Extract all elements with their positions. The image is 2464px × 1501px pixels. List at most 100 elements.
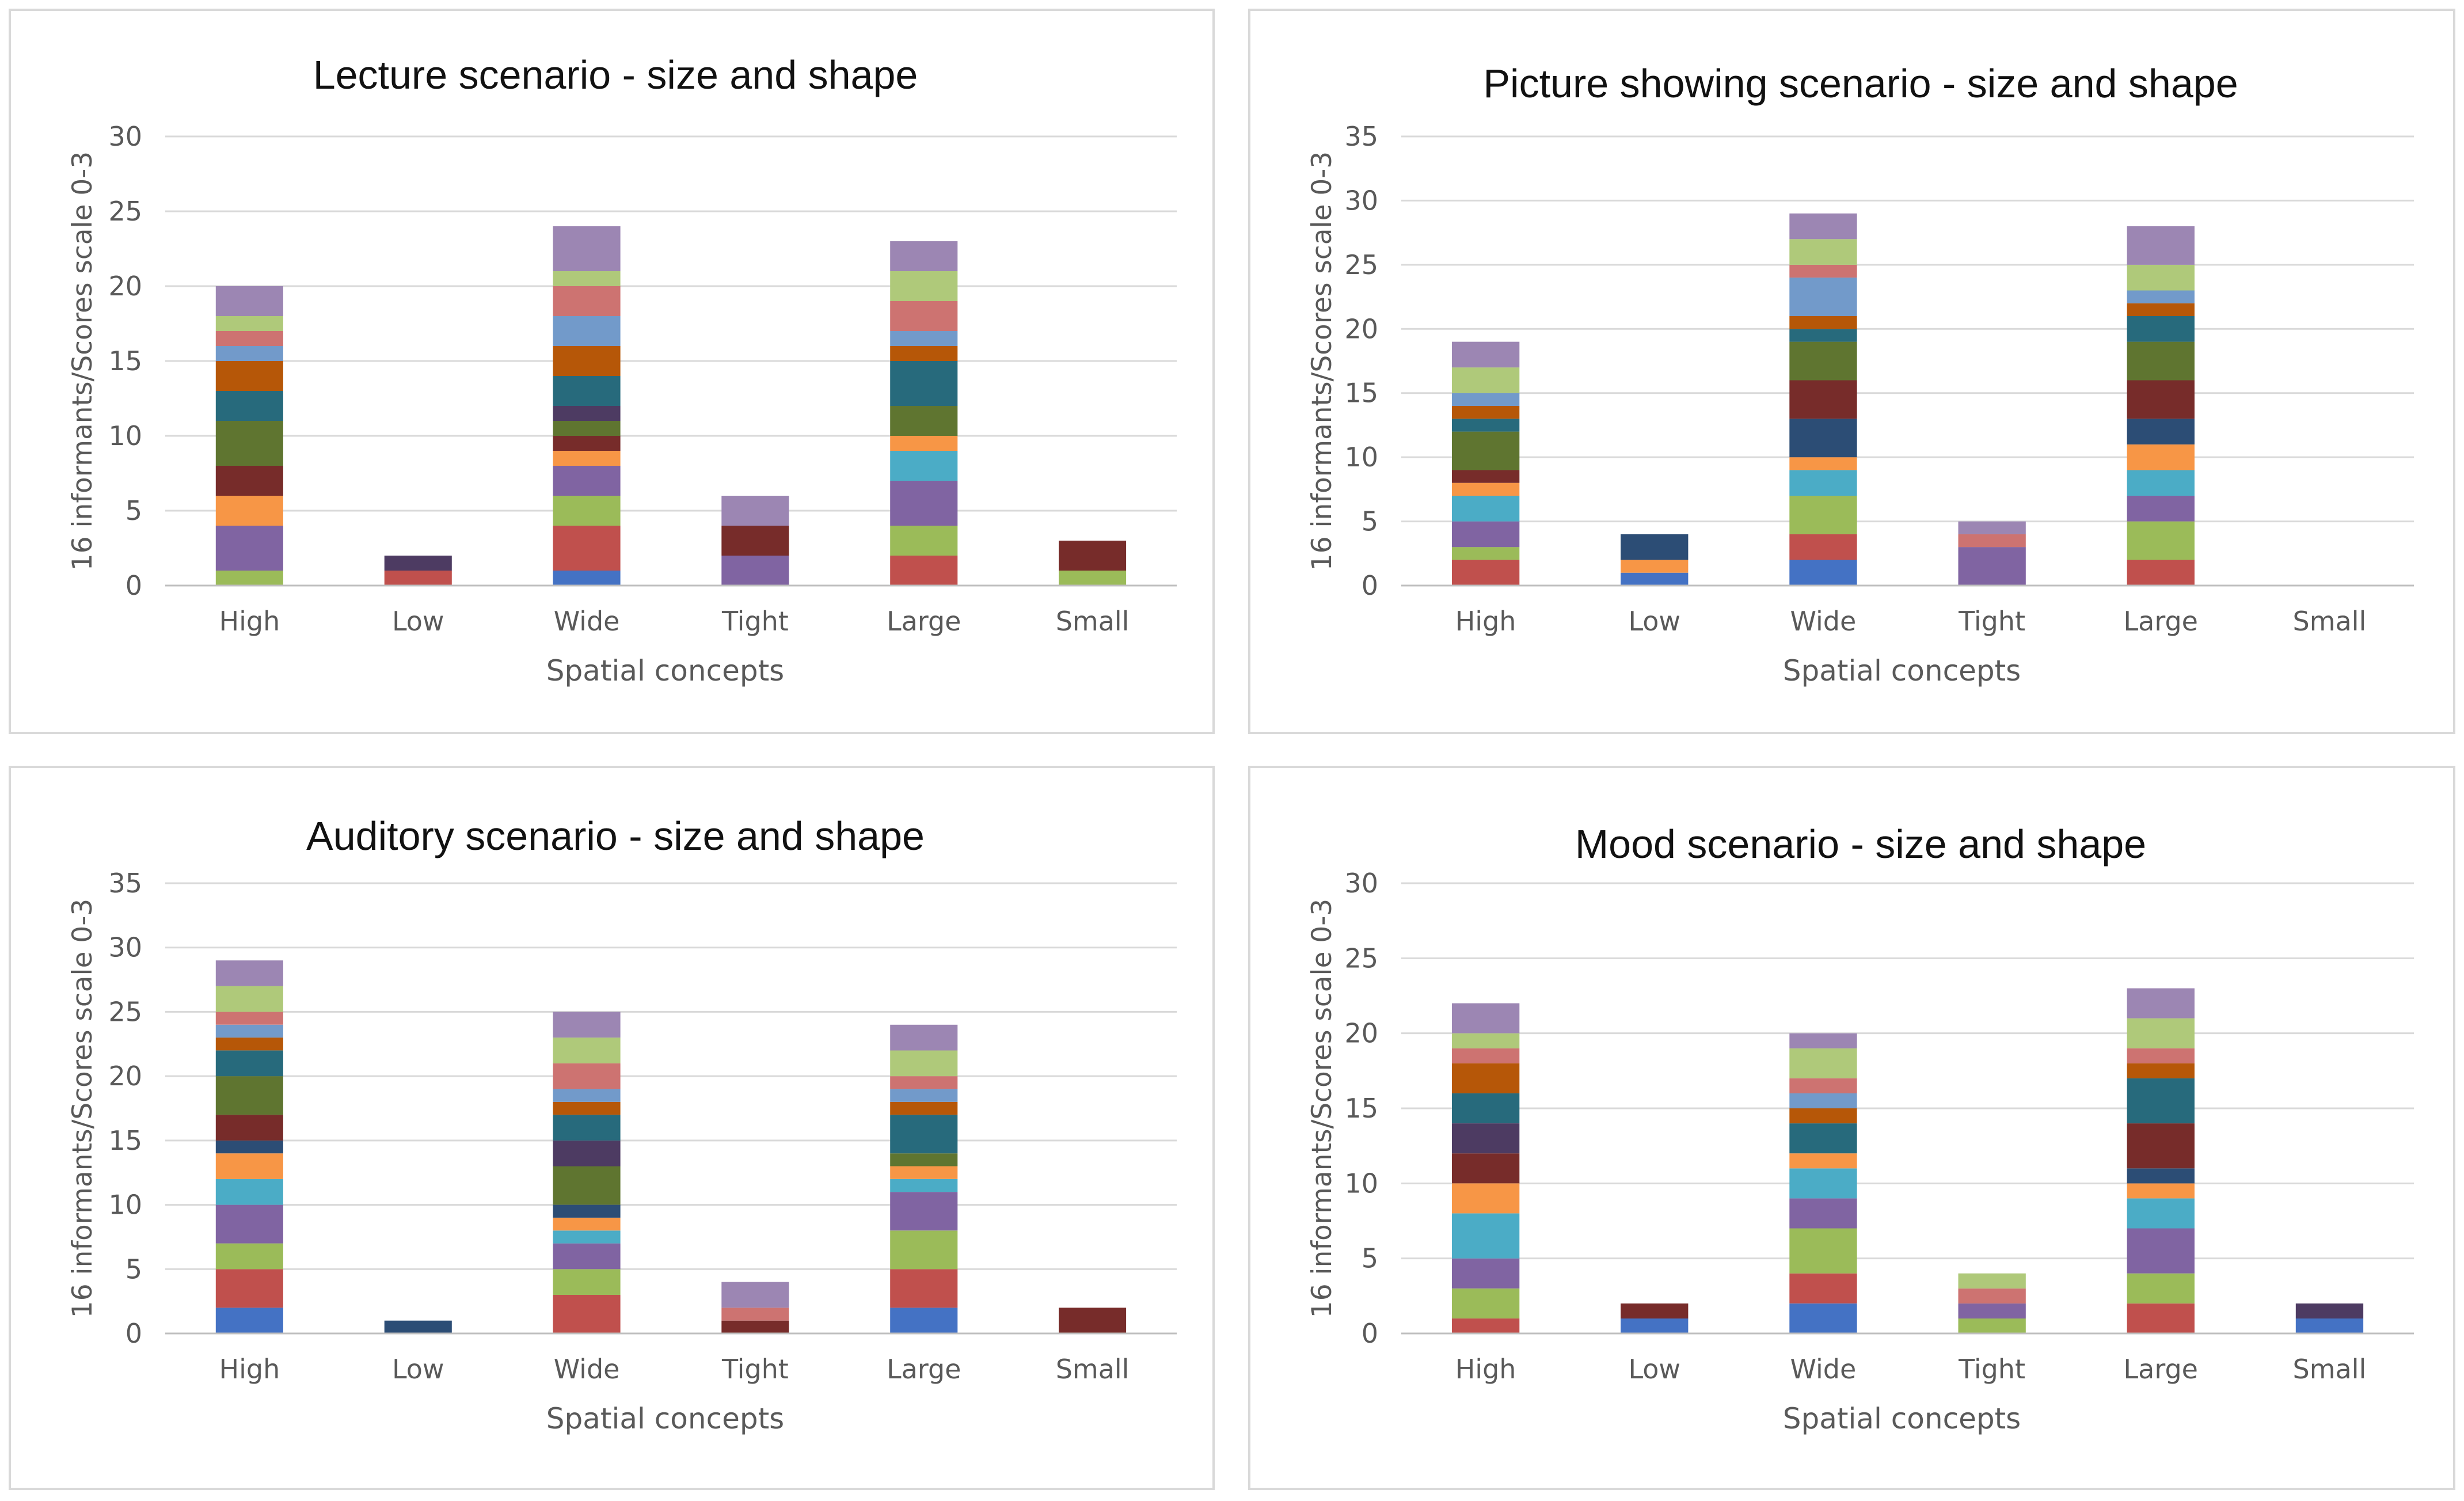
x-tick-label: Large <box>2124 1354 2198 1385</box>
bar-segment-high <box>1452 1033 1520 1048</box>
bar-segment-wide <box>1789 560 1857 586</box>
bar-segment-large <box>890 346 958 361</box>
bar-segment-large <box>2127 1063 2195 1078</box>
x-tick-label: Low <box>1628 1354 1680 1385</box>
chart-panel-lecture: 0 5 10 15 20 25 30 High Low Wide Tight Large Small Le… <box>9 9 1215 734</box>
bar-segment-wide <box>1789 1198 1857 1229</box>
bar-segment-wide <box>553 1012 621 1038</box>
x-tick-label: Large <box>2124 606 2198 637</box>
bar-segment-wide <box>1789 534 1857 560</box>
bar-segment-tight <box>1958 1303 2026 1318</box>
bar-segment-wide <box>553 1269 621 1295</box>
bar-segment-tight <box>1958 1288 2026 1304</box>
y-tick-label: 35 <box>108 868 142 899</box>
bar-segment-wide <box>1789 213 1857 240</box>
bar-segment-wide <box>553 1230 621 1244</box>
y-tick-label: 0 <box>1362 570 1378 601</box>
bar-segment-large <box>2127 521 2195 560</box>
bar-segment-large <box>890 1166 958 1179</box>
y-tick-label: 25 <box>108 996 142 1027</box>
bar-segment-large <box>890 436 958 451</box>
y-tick-label: 0 <box>126 570 142 601</box>
bar-segment-wide <box>1789 419 1857 458</box>
x-tick-label: Wide <box>1790 606 1857 637</box>
x-tick-label: Small <box>2293 1354 2367 1385</box>
bar-segment-large <box>890 1115 958 1154</box>
bar-segment-tight <box>721 556 789 586</box>
bar-segment-high <box>1452 560 1520 586</box>
bar-segment-large <box>890 481 958 526</box>
bar-segment-wide <box>553 496 621 526</box>
bar-segment-wide <box>1789 1303 1857 1333</box>
bar-segment-low <box>1621 560 1689 573</box>
bar-segment-large <box>2127 470 2195 496</box>
bar-segment-tight <box>1958 1273 2026 1289</box>
bar-segment-high <box>1452 431 1520 470</box>
y-tick-label: 10 <box>108 1190 142 1221</box>
chart-title: Picture showing scenario - size and shap… <box>1483 61 2238 106</box>
bar-segment-wide <box>553 226 621 271</box>
bar-segment-high <box>1452 367 1520 393</box>
y-axis-label: 16 informants/Scores scale 0-3 <box>1306 151 1338 571</box>
bar-segment-large <box>890 241 958 271</box>
bar-segment-high <box>215 1179 283 1205</box>
bar-segment-wide <box>553 526 621 571</box>
bar-segment-tight <box>1958 521 2026 534</box>
y-tick-label: 20 <box>108 1061 142 1092</box>
bar-segment-high <box>1452 1318 1520 1333</box>
x-tick-label: Large <box>887 606 961 637</box>
bar-segment-high <box>1452 1153 1520 1184</box>
bar-segment-high <box>215 960 283 986</box>
bar-segment-large <box>890 1153 958 1166</box>
bar-segment-wide <box>553 436 621 451</box>
chart-svg-mood: 0 5 10 15 20 25 30 High Low Wide Tight Large Small Mo… <box>1306 822 2414 1435</box>
bar-segment-wide <box>553 1204 621 1218</box>
bar-segment-tight <box>721 496 789 526</box>
bar-segment-high <box>215 331 283 346</box>
bar-segment-large <box>2127 560 2195 586</box>
bar-segment-large <box>2127 444 2195 470</box>
y-tick-label: 15 <box>108 345 142 377</box>
chart-title: Mood scenario - size and shape <box>1575 822 2146 867</box>
bar-segment-tight <box>721 526 789 556</box>
bar-segment-wide <box>1789 1273 1857 1304</box>
x-tick-label: Low <box>1628 606 1680 637</box>
chart-panel-picture-showing: 0 5 10 15 20 25 30 35 High Low Wide Tight Large Small… <box>1248 9 2455 734</box>
bar-segment-wide <box>553 1101 621 1115</box>
bar-segment-wide <box>553 376 621 406</box>
y-tick-label: 15 <box>1344 378 1378 409</box>
y-tick-label: 30 <box>108 932 142 963</box>
x-axis-label: Spatial concepts <box>546 654 784 687</box>
bar-segment-large <box>2127 988 2195 1019</box>
bar-segment-high <box>215 496 283 526</box>
bar-segment-high <box>1452 1183 1520 1214</box>
bar-segment-wide <box>1789 457 1857 470</box>
bar-segment-large <box>2127 303 2195 316</box>
bar-segment-tight <box>721 1308 789 1321</box>
bar-segment-large <box>890 331 958 346</box>
bar-segment-wide <box>1789 1078 1857 1093</box>
bar-segment-wide <box>1789 496 1857 534</box>
bar-segment-wide <box>1789 278 1857 316</box>
bar-segment-high <box>1452 1063 1520 1093</box>
bar-segment-large <box>890 361 958 406</box>
bar-segment-high <box>215 1269 283 1308</box>
bar-segment-large <box>2127 496 2195 522</box>
bar-segment-large <box>890 301 958 331</box>
bar-segment-low <box>384 1320 452 1333</box>
bar-segment-high <box>1452 1288 1520 1318</box>
bar-segment-large <box>890 271 958 301</box>
bar-segment-wide <box>553 1166 621 1205</box>
y-tick-label: 25 <box>1344 943 1378 974</box>
bar-segment-wide <box>553 1140 621 1166</box>
chart-panel-mood: 0 5 10 15 20 25 30 High Low Wide Tight Large Small Mo… <box>1248 766 2455 1490</box>
x-axis-label: Spatial concepts <box>1783 1402 2021 1435</box>
y-tick-label: 20 <box>1344 1018 1378 1049</box>
bar-segment-high <box>215 346 283 361</box>
bar-segment-high <box>215 986 283 1012</box>
bar-segment-large <box>890 1101 958 1115</box>
bar-segment-wide <box>553 406 621 421</box>
bar-segment-tight <box>1958 534 2026 548</box>
bar-segment-wide <box>1789 329 1857 342</box>
bar-segment-large <box>890 406 958 436</box>
